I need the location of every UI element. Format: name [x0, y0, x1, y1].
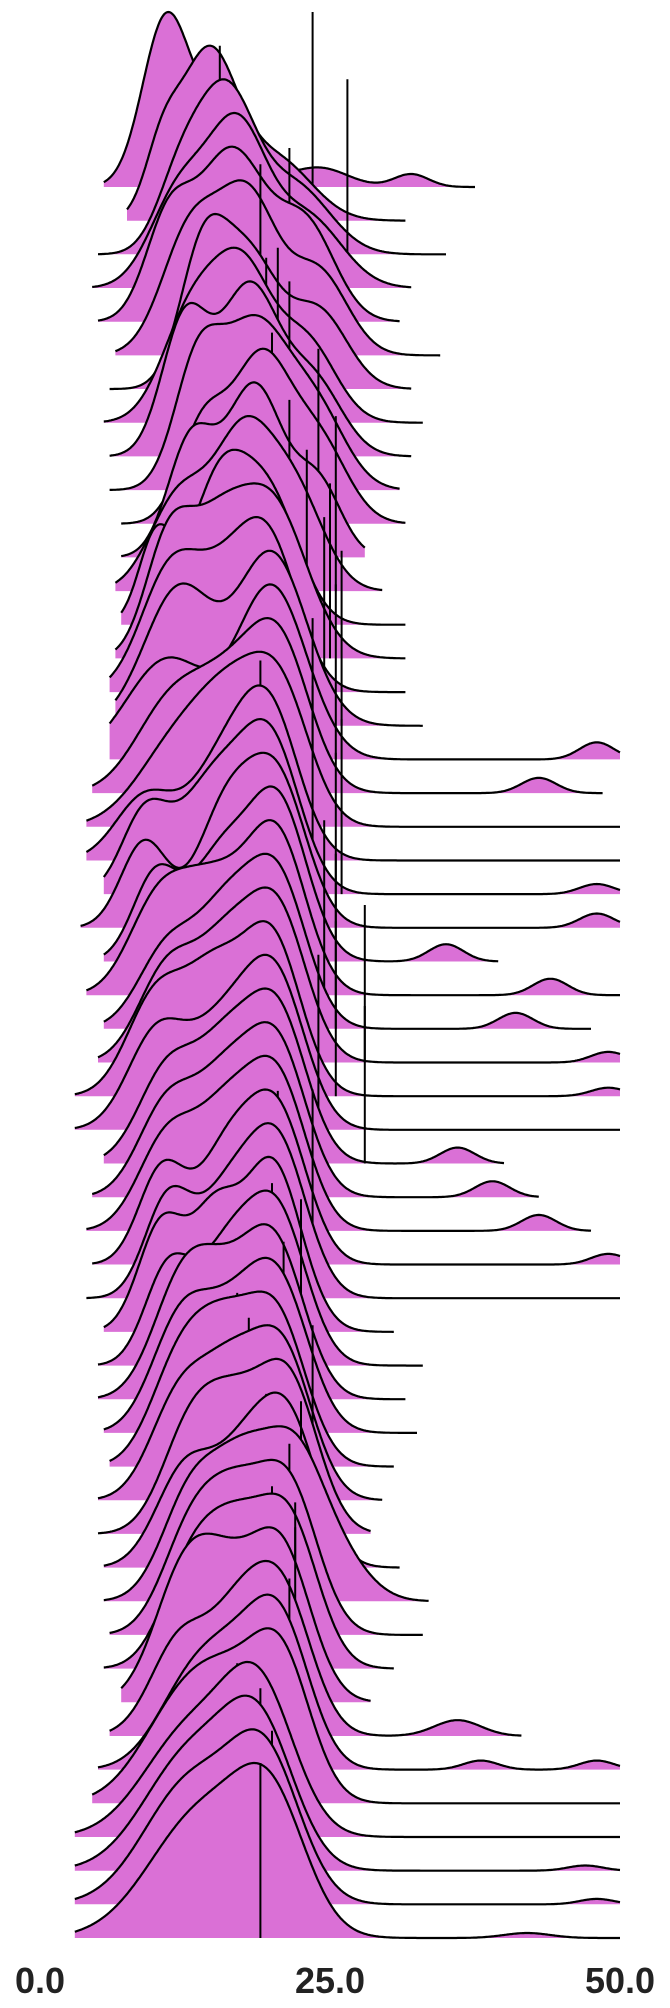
x-tick-label-2: 50.0 [585, 1960, 655, 2001]
ridge-line-46 [120, 1526, 371, 1702]
ridge-line-18 [108, 583, 621, 761]
x-axis: 0.0 25.0 50.0 [15, 1960, 655, 2001]
ridge-line-44 [109, 1458, 423, 1636]
ridge-line-19 [91, 616, 603, 795]
ridge-line-50 [74, 1660, 620, 1839]
ridge-line-15 [114, 482, 406, 660]
ridge-line-12 [121, 381, 366, 558]
ridge-line-6 [114, 179, 441, 357]
x-tick-label-0: 0.0 [15, 1960, 65, 2001]
ridge-line-30 [103, 987, 505, 1165]
ridge-line-8 [103, 246, 423, 424]
ridge-line-52 [74, 1728, 621, 1906]
ridge-line-40 [97, 1324, 383, 1501]
ridge-line-10 [109, 314, 400, 491]
ridge-line-13 [114, 415, 383, 592]
ridge-line-35 [103, 1155, 394, 1333]
ridge-line-36 [97, 1189, 423, 1367]
ridge-line-22 [102, 717, 621, 896]
ridge-fill-53 [74, 1763, 621, 1938]
ridge-line-28 [74, 920, 621, 1098]
ridge-line-25 [85, 819, 620, 997]
ridge-line-26 [103, 852, 591, 1030]
ridge-line-16 [108, 516, 406, 694]
ridge-line-48 [97, 1593, 621, 1771]
ridge-line-4 [92, 111, 412, 289]
ridge-line-39 [109, 1290, 394, 1468]
ridge-line-34 [86, 1122, 620, 1300]
ridge-line-5 [97, 145, 400, 323]
ridge-line-24 [103, 785, 499, 963]
x-tick-label-1: 25.0 [295, 1960, 365, 2001]
ridge-line-53 [74, 1761, 620, 1940]
ridge-53 [74, 1761, 621, 1940]
ridge-line-32 [86, 1054, 592, 1232]
ridge-line-23 [80, 751, 621, 929]
ridge-line-41 [97, 1357, 371, 1535]
ridge-line-49 [91, 1627, 620, 1805]
ridges-group [74, 10, 621, 1940]
ridge-line-3 [98, 78, 446, 256]
ridge-line-47 [109, 1559, 522, 1737]
ridge-line-51 [74, 1694, 621, 1872]
ridge-line-2 [126, 44, 406, 222]
ridge-line-37 [97, 1223, 406, 1401]
ridge-line-20 [86, 650, 620, 828]
ridge-line-29 [74, 953, 620, 1131]
ridge-line-27 [97, 886, 621, 1064]
ridge-line-9 [109, 280, 412, 458]
ridge-line-33 [92, 1088, 621, 1266]
ridge-line-38 [103, 1256, 417, 1434]
ridge-line-17 [114, 549, 423, 727]
ridge-line-21 [85, 684, 620, 862]
ridge-line-31 [91, 1021, 539, 1199]
ridge-line-43 [103, 1425, 429, 1602]
